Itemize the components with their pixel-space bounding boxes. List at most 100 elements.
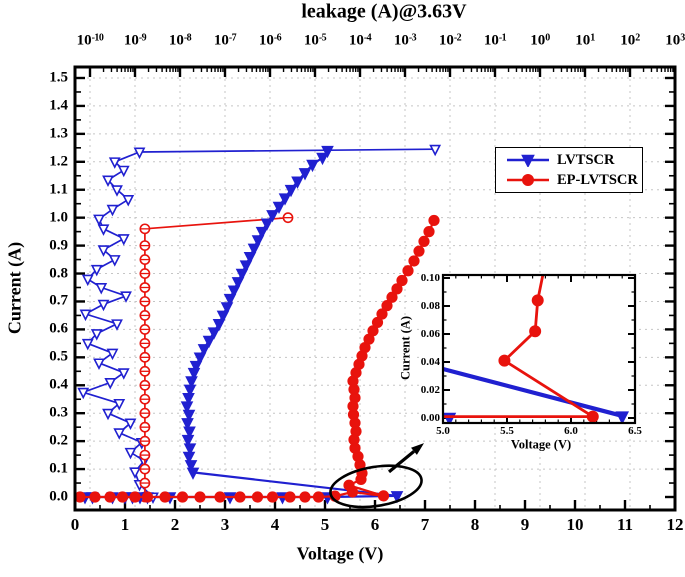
triangle-marker [235,268,249,282]
circle-marker [376,308,388,320]
triangle-marker [117,368,130,380]
triangle-marker [129,467,141,479]
circle-marker [586,410,599,423]
triangle-marker [93,214,105,227]
triangle-marker [231,277,245,290]
triangle-marker [390,491,404,504]
triangle-marker [189,360,203,374]
triangle-marker [183,426,196,439]
circle-marker [381,300,393,312]
triangle-marker [239,260,253,273]
triangle-marker [113,398,126,411]
circle-marker [343,479,355,491]
triangle-marker [120,291,132,303]
circle-marker [159,491,171,503]
circle-marker [428,214,440,227]
triangle-marker [111,185,123,197]
circle-marker [367,325,379,337]
circle-marker [413,245,425,257]
triangle-marker [521,154,535,167]
triangle-marker [122,195,135,207]
triangle-marker [81,274,94,287]
circle-marker [498,354,511,367]
triangle-marker [111,319,123,331]
triangle-marker [182,409,196,423]
triangle-marker [90,329,103,341]
series-ep-lvtscr-tlp [74,214,440,503]
circle-marker [116,491,129,503]
circle-marker [402,265,414,277]
zoom-region-ellipse [329,464,423,509]
inset-frame [441,273,637,425]
triangle-marker [77,387,90,400]
triangle-marker [615,411,630,423]
triangle-marker [133,147,146,160]
triangle-marker [223,293,237,307]
triangle-marker [212,319,226,332]
triangle-marker [108,255,121,267]
triangle-marker [95,283,108,295]
circle-marker [408,255,420,267]
triangle-marker [272,201,286,214]
triangle-marker [243,251,257,265]
triangle-marker [291,176,304,189]
triangle-marker [104,377,117,390]
circle-marker [423,226,435,238]
circle-marker [141,491,154,503]
triangle-marker [220,302,234,315]
circle-marker [251,491,264,503]
triangle-marker [216,310,230,323]
triangle-marker [102,175,114,188]
circle-marker [299,491,311,503]
triangle-marker [227,285,241,298]
triangle-marker [260,218,274,231]
circle-marker [391,283,403,295]
circle-marker [104,491,116,503]
triangle-marker [97,224,110,236]
triangle-marker [197,344,211,357]
circle-marker [396,274,408,287]
triangle-marker [90,264,103,277]
triangle-marker [321,145,334,159]
triangle-marker [106,348,119,361]
triangle-marker [193,352,207,365]
inset-data [443,275,630,423]
circle-marker [312,491,325,503]
circle-marker [284,491,296,503]
triangle-marker [251,235,265,248]
circle-marker [521,174,534,187]
triangle-marker [255,226,269,240]
series-ep-lvtscr-leakage [139,212,294,503]
triangle-marker [247,243,261,256]
triangle-marker [184,460,198,473]
circle-marker [266,491,279,503]
triangle-marker [207,327,221,340]
triangle-marker [117,165,130,178]
circle-marker [176,491,189,503]
triangle-marker [202,335,216,349]
circle-marker [371,316,384,329]
triangle-marker [97,299,110,312]
triangle-marker [124,447,137,460]
circle-marker [194,491,206,503]
triangle-marker [93,358,105,370]
plot-frame [73,65,677,512]
circle-marker [74,491,86,503]
circle-marker [418,235,430,248]
circle-marker [214,491,226,503]
legend-label-ep-lvtscr: EP-LVTSCR [557,172,638,189]
triangle-marker [316,152,329,166]
legend-item-lvtscr: LVTSCR [505,151,642,169]
circle-marker [386,291,398,303]
legend-label-lvtscr: LVTSCR [557,151,615,168]
circle-marker [529,325,542,338]
triangle-marker [108,157,121,169]
legend: LVTSCR EP-LVTSCR [495,147,643,193]
inset-plot [441,273,637,425]
circle-marker [234,491,246,503]
triangle-marker [106,204,119,217]
triangle-marker [278,193,292,206]
triangle-marker [117,234,130,246]
